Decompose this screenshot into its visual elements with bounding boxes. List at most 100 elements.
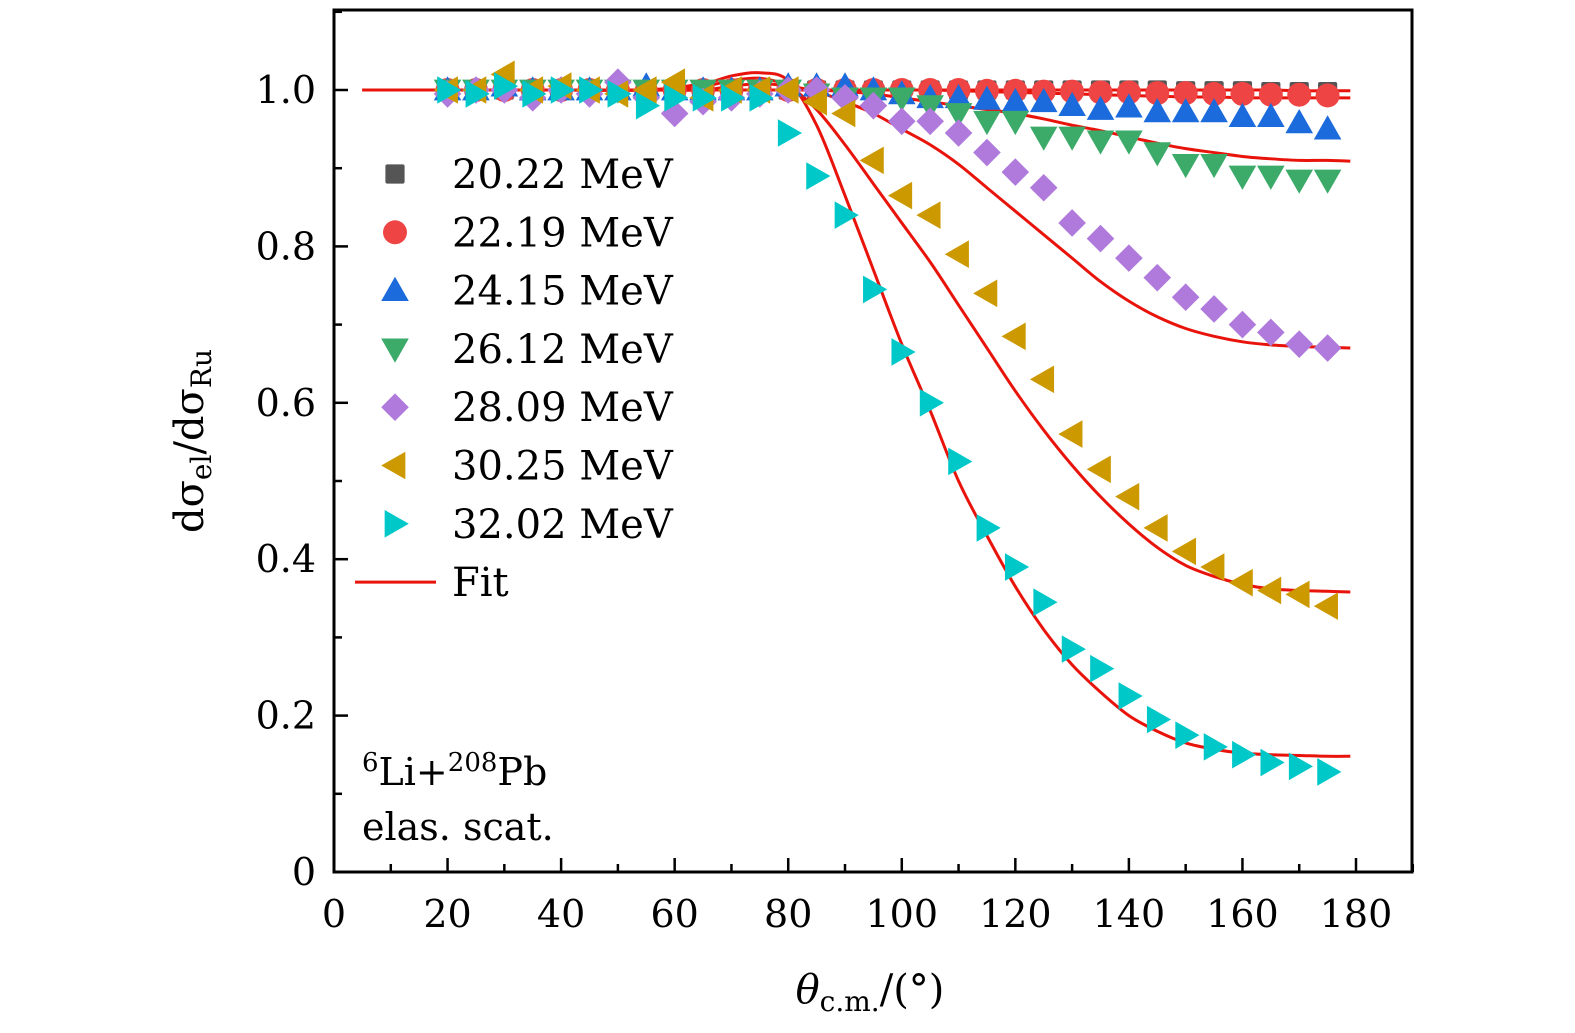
legend-item: 32.02 MeV [384,502,674,548]
data-point [1001,322,1026,351]
data-point [1171,537,1197,566]
data-point [1228,102,1257,127]
data-point [1029,126,1058,151]
legend-marker [381,393,409,421]
x-axis-title: θc.m./(°) [796,967,945,1018]
data-point [1116,80,1141,105]
x-tick-label: 160 [1206,892,1279,936]
data-point [1086,224,1115,253]
series-3202 [437,72,1342,786]
data-point [948,447,973,476]
data-point [1086,130,1115,155]
data-point [493,72,519,100]
data-point [1115,482,1140,511]
data-point [944,84,973,109]
data-point [1029,87,1058,113]
data-point [1285,109,1314,134]
legend-item: 26.12 MeV [381,327,674,373]
data-point [1143,142,1172,167]
data-point [1058,126,1086,151]
plot-frame [332,8,1414,874]
y-tick-label: 0.6 [256,381,316,425]
legend-marker [381,451,406,480]
x-tick-label: 80 [764,892,812,936]
data-point [1001,110,1030,136]
data-point [891,338,916,366]
data-point [1285,169,1314,194]
data-point [1287,82,1312,107]
data-point [1001,158,1030,186]
legend-label: Fit [452,560,509,606]
data-point [1115,93,1143,118]
legend-item: 30.25 MeV [381,444,674,490]
data-point [1313,334,1342,362]
data-point [944,240,969,269]
legend-marker [384,510,409,538]
data-point [1257,102,1285,127]
data-point [976,514,1001,542]
data-point [1257,576,1282,605]
data-point [1058,91,1086,116]
data-point [749,84,774,112]
data-point [887,87,916,112]
data-point [859,146,884,175]
x-tick-labels: 0 20 40 60 80 100 120 140 160 180 [322,892,1392,936]
annotation-type: elas. scat. [362,805,554,849]
data-point [1001,87,1030,113]
data-point [944,119,973,147]
data-markers [433,60,1342,786]
data-point [1203,733,1228,761]
data-point [973,85,1001,110]
data-point [1115,244,1143,272]
data-point [1230,81,1255,106]
legend-label: 22.19 MeV [452,210,674,256]
legend-marker [385,164,405,184]
legend-marker [381,338,409,363]
data-point [944,103,973,128]
data-point [1202,81,1227,106]
data-point [1171,153,1200,179]
legend-item: 20.22 MeV [385,152,674,198]
legend: 20.22 MeV 22.19 MeV 24.15 MeV 26.12 MeV 28.0… [355,152,674,606]
data-point [1033,588,1058,617]
data-point [660,68,686,96]
data-point [1058,209,1086,237]
legend-marker [383,220,407,245]
data-point [1200,295,1228,323]
data-point [1260,748,1285,777]
y-tick-label: 1.0 [256,68,316,112]
data-point [664,84,689,112]
data-point [579,76,604,104]
data-point [1146,705,1172,734]
data-point [1029,365,1055,394]
data-point [1173,81,1198,106]
data-point [1090,654,1115,683]
x-tick-label: 20 [423,892,471,936]
data-point [1313,592,1338,620]
data-point [973,110,1001,136]
data-point [1200,98,1228,123]
data-point [632,76,657,104]
data-point [777,119,803,147]
data-point [1086,455,1111,484]
data-point [916,201,941,229]
data-point [1145,81,1170,106]
data-point [863,275,888,304]
y-tick-label: 0 [292,850,316,894]
data-point [1257,318,1285,347]
legend-label: 30.25 MeV [452,444,674,490]
data-point [1313,115,1342,140]
data-point [834,201,859,229]
data-point [692,84,717,112]
x-tick-label: 60 [650,892,698,936]
data-point [831,84,859,112]
data-point [550,76,575,104]
annotation-reaction: 6Li+208Pb [362,748,547,794]
data-point [1058,420,1083,448]
data-point [1200,153,1228,179]
data-point [607,80,632,108]
data-point [1143,263,1172,292]
data-point [774,76,799,104]
legend-item-fit: Fit [355,560,509,606]
